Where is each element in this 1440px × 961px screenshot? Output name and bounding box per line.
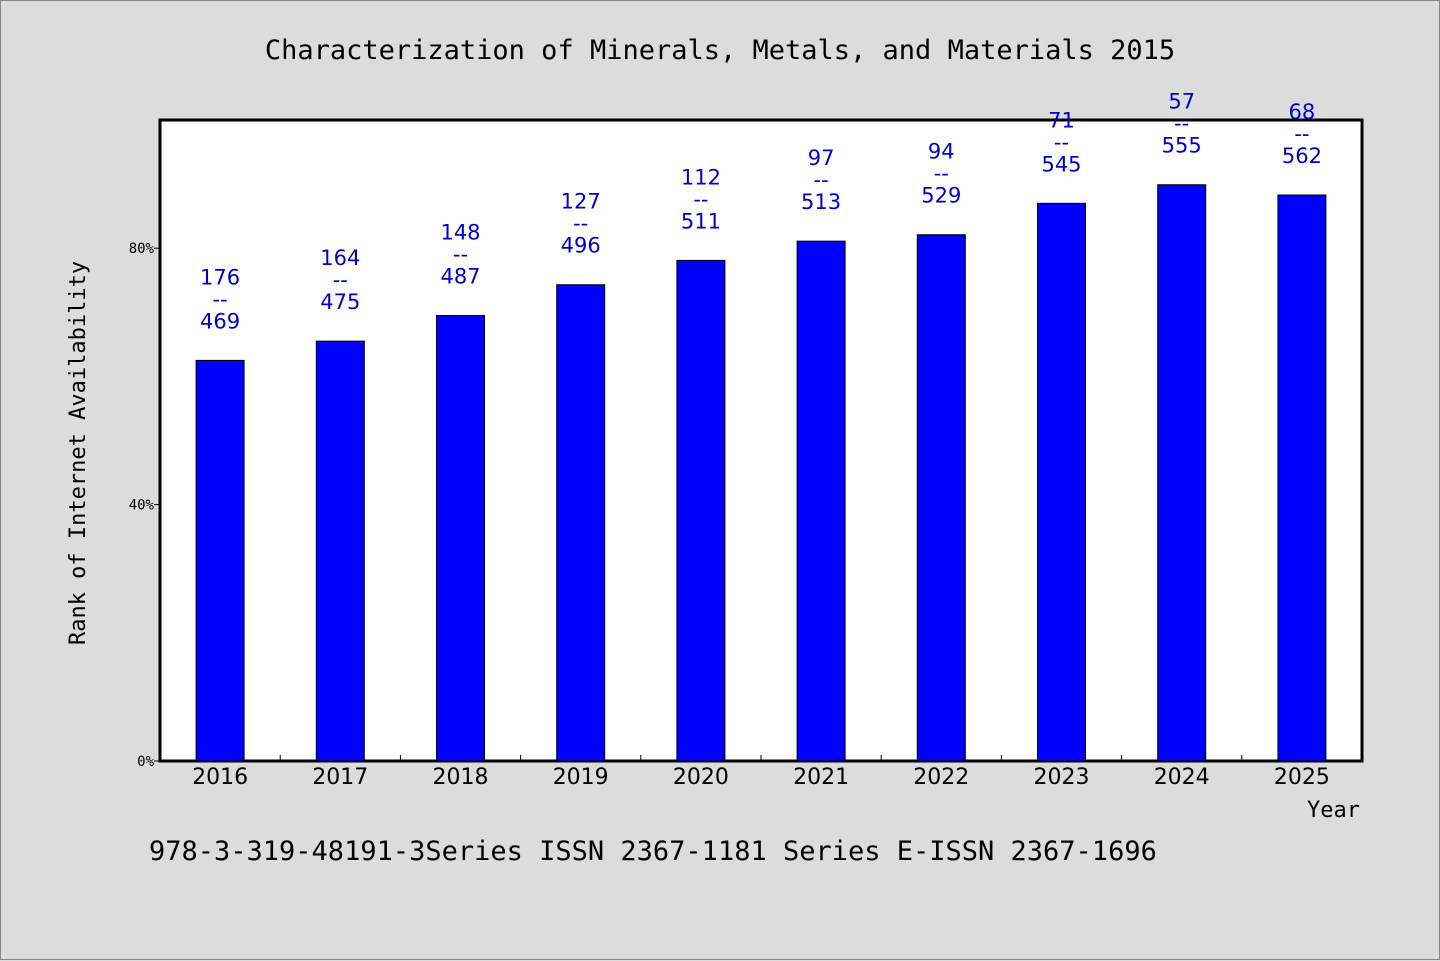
bar-label-separator: --: [934, 162, 949, 186]
bar-2024: [1157, 184, 1207, 762]
bar-label-separator: --: [333, 268, 348, 292]
x-tick-label: 2022: [913, 765, 969, 790]
y-tick-label: 80%: [129, 241, 155, 257]
bar-2019: [556, 284, 606, 762]
x-tick-label: 2016: [192, 765, 248, 790]
bar-label-rank: 176: [200, 265, 240, 289]
x-tick-label: 2017: [312, 765, 368, 790]
bar-label-rank: 71: [1048, 108, 1075, 132]
bar-label-total: 487: [440, 265, 480, 289]
bar-label-total: 529: [921, 184, 961, 208]
bar-2017: [315, 340, 365, 762]
bar-label-total: 545: [1041, 152, 1081, 176]
bar-label-separator: --: [814, 168, 829, 192]
bar-label-rank: 57: [1168, 90, 1195, 114]
bar-label-total: 562: [1282, 144, 1322, 168]
x-tick-label: 2021: [793, 765, 849, 790]
bar-2018: [436, 315, 485, 762]
x-axis-label: Year: [1307, 798, 1360, 823]
bar-label-rank: 112: [681, 165, 721, 189]
bar-label-rank: 94: [928, 140, 955, 164]
bar-label-separator: --: [693, 187, 708, 211]
bar-label-total: 513: [801, 190, 841, 214]
bar-label-rank: 97: [808, 146, 835, 170]
bar-label-rank: 148: [440, 221, 480, 245]
bar-label-rank: 127: [561, 190, 601, 214]
y-tick-label: 40%: [129, 498, 155, 514]
footnote: 978-3-319-48191-3Series ISSN 2367-1181 S…: [149, 836, 1157, 867]
chart-title: Characterization of Minerals, Metals, an…: [264, 35, 1176, 66]
x-tick-label: 2023: [1034, 765, 1090, 790]
y-tick-label: 0%: [137, 754, 154, 770]
bar-label-separator: --: [573, 212, 588, 236]
bar-label-total: 469: [200, 309, 240, 333]
x-tick-label: 2020: [673, 765, 729, 790]
bar-2020: [676, 259, 726, 762]
bar-label-separator: --: [453, 243, 468, 267]
bar-2021: [796, 240, 846, 762]
bar-label-rank: 68: [1289, 100, 1316, 124]
bar-2023: [1037, 202, 1086, 762]
y-axis-label: Rank of Internet Availability: [66, 261, 91, 645]
bar-label-separator: --: [1174, 112, 1189, 136]
bar-2025: [1277, 194, 1327, 762]
x-tick-label: 2019: [553, 765, 609, 790]
bar-label-separator: --: [213, 287, 228, 311]
bar-label-total: 511: [681, 209, 721, 233]
bar-2022: [916, 234, 966, 762]
bar-label-total: 555: [1162, 134, 1202, 158]
x-tick-label: 2018: [433, 765, 489, 790]
x-tick-label: 2024: [1154, 765, 1210, 790]
bar-label-separator: --: [1294, 122, 1309, 146]
bar-label-total: 475: [320, 290, 360, 314]
x-tick-label: 2025: [1274, 765, 1330, 790]
bar-label-rank: 164: [320, 246, 360, 270]
bar-label-separator: --: [1054, 130, 1069, 154]
bar-2016: [195, 359, 245, 762]
bar-label-total: 496: [561, 234, 601, 258]
